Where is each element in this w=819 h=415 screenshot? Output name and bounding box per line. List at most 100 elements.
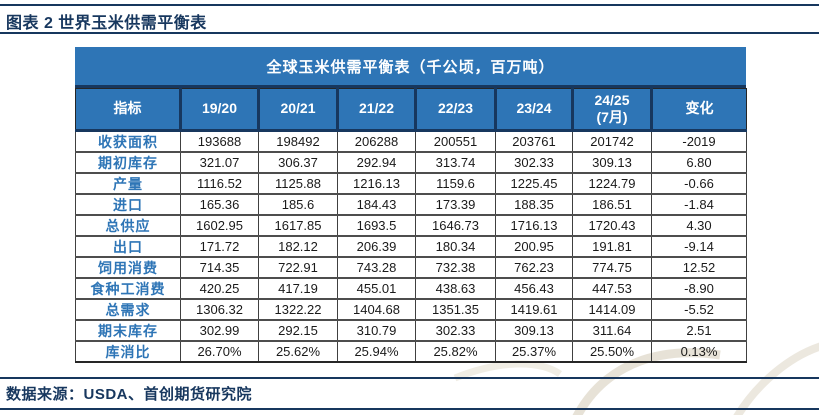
cell: 1693.5	[337, 214, 416, 237]
row-label: 产量	[75, 172, 181, 195]
row-label: 饲用消费	[75, 256, 181, 279]
cell: 447.53	[572, 277, 652, 300]
row-label: 期初库存	[75, 151, 181, 174]
cell: 201742	[572, 130, 652, 153]
table-row: 总需求 1306.32 1322.22 1404.68 1351.35 1419.61 14…	[75, 298, 747, 321]
cell: 165.36	[180, 193, 259, 216]
cell: 1306.32	[180, 298, 259, 321]
cell: 25.37%	[495, 340, 573, 363]
row-label: 总需求	[75, 298, 181, 321]
cell: 0.13%	[651, 340, 747, 363]
cell: 722.91	[258, 256, 338, 279]
table-row: 出口 171.72 182.12 206.39 180.34 200.95 191.81 -9…	[75, 235, 747, 258]
cell: 714.35	[180, 256, 259, 279]
cell: 1419.61	[495, 298, 573, 321]
column-header: 变化	[650, 88, 747, 132]
table-row: 期末库存 302.99 292.15 310.79 302.33 309.13 311.64…	[75, 319, 747, 342]
cell: 6.80	[651, 151, 747, 174]
cell: 1414.09	[572, 298, 652, 321]
cell: 313.74	[415, 151, 496, 174]
cell: -2019	[651, 130, 747, 153]
cell: 309.13	[572, 151, 652, 174]
cell: 203761	[495, 130, 573, 153]
cell: 309.13	[495, 319, 573, 342]
cell: 206288	[337, 130, 416, 153]
cell: 1351.35	[415, 298, 496, 321]
cell: 25.50%	[572, 340, 652, 363]
header-row: 指标 19/20 20/21 21/22 22/23 23/24 24/25 (7月) 变化	[75, 88, 747, 132]
column-header: 指标	[75, 88, 181, 132]
cell: 191.81	[572, 235, 652, 258]
title-divider	[0, 32, 819, 34]
cell: 306.37	[258, 151, 338, 174]
cell: 25.62%	[258, 340, 338, 363]
column-header: 20/21	[257, 88, 338, 132]
cell: 2.51	[651, 319, 747, 342]
column-header: 23/24	[494, 88, 573, 132]
cell: 1404.68	[337, 298, 416, 321]
column-header: 22/23	[414, 88, 496, 132]
cell: 302.99	[180, 319, 259, 342]
table-row: 产量 1116.52 1125.88 1216.13 1159.6 1225.45 1224…	[75, 172, 747, 195]
cell: 1224.79	[572, 172, 652, 195]
cell: 1216.13	[337, 172, 416, 195]
cell: 762.23	[495, 256, 573, 279]
table-row: 库消比 26.70% 25.62% 25.94% 25.82% 25.37% 25.50% 0…	[75, 340, 747, 363]
cell: -9.14	[651, 235, 747, 258]
table-row: 进口 165.36 185.6 184.43 173.39 188.35 186.51 -1.…	[75, 193, 747, 216]
cell: 1322.22	[258, 298, 338, 321]
cell: 12.52	[651, 256, 747, 279]
cell: 188.35	[495, 193, 573, 216]
table-row: 收获面积 193688 198492 206288 200551 203761 201742…	[75, 130, 747, 153]
cell: 26.70%	[180, 340, 259, 363]
row-label: 食种工消费	[75, 277, 181, 300]
table-title: 全球玉米供需平衡表（千公顷，百万吨）	[75, 47, 746, 88]
row-label: 期末库存	[75, 319, 181, 342]
cell: 1716.13	[495, 214, 573, 237]
cell: 302.33	[495, 151, 573, 174]
cell: 193688	[180, 130, 259, 153]
cell: 171.72	[180, 235, 259, 258]
cell: 455.01	[337, 277, 416, 300]
cell: 1159.6	[415, 172, 496, 195]
cell: 200.95	[495, 235, 573, 258]
cell: -1.84	[651, 193, 747, 216]
cell: 198492	[258, 130, 338, 153]
cell: 184.43	[337, 193, 416, 216]
cell: 186.51	[572, 193, 652, 216]
cell: 206.39	[337, 235, 416, 258]
cell: 292.15	[258, 319, 338, 342]
source-divider-bottom	[0, 408, 819, 410]
cell: 1720.43	[572, 214, 652, 237]
cell: 438.63	[415, 277, 496, 300]
figure-title: 图表 2 世界玉米供需平衡表	[6, 15, 207, 32]
row-label: 收获面积	[75, 130, 181, 153]
cell: 182.12	[258, 235, 338, 258]
cell: -5.52	[651, 298, 747, 321]
cell: 1646.73	[415, 214, 496, 237]
cell: 185.6	[258, 193, 338, 216]
cell: 743.28	[337, 256, 416, 279]
cell: 417.19	[258, 277, 338, 300]
cell: 180.34	[415, 235, 496, 258]
top-divider	[0, 4, 819, 6]
cell: 456.43	[495, 277, 573, 300]
column-header: 24/25 (7月)	[571, 88, 652, 132]
cell: 1617.85	[258, 214, 338, 237]
column-header: 21/22	[336, 88, 416, 132]
cell: 25.82%	[415, 340, 496, 363]
cell: 321.07	[180, 151, 259, 174]
table-body: 收获面积 193688 198492 206288 200551 203761 201742…	[75, 130, 747, 363]
column-header: 19/20	[179, 88, 259, 132]
cell: -0.66	[651, 172, 747, 195]
cell: 774.75	[572, 256, 652, 279]
data-table: 指标 19/20 20/21 21/22 22/23 23/24 24/25 (7月) 变化 …	[75, 88, 747, 363]
source-divider-top	[0, 377, 819, 379]
cell: 4.30	[651, 214, 747, 237]
row-label: 出口	[75, 235, 181, 258]
cell: 1602.95	[180, 214, 259, 237]
table-row: 食种工消费 420.25 417.19 455.01 438.63 456.43 447.5…	[75, 277, 747, 300]
row-label: 总供应	[75, 214, 181, 237]
cell: 1125.88	[258, 172, 338, 195]
